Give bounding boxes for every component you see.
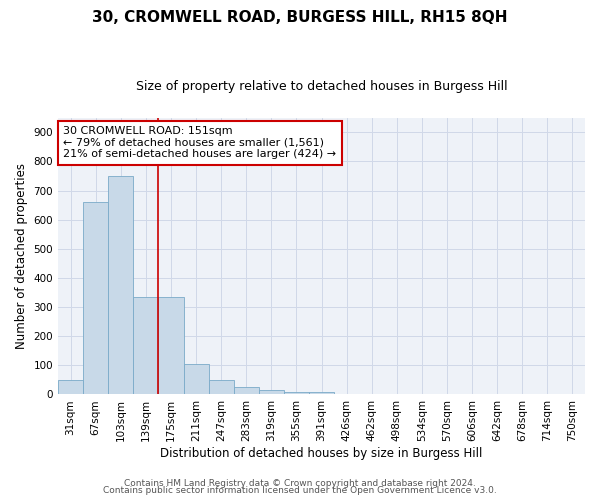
Text: Contains HM Land Registry data © Crown copyright and database right 2024.: Contains HM Land Registry data © Crown c… xyxy=(124,478,476,488)
Y-axis label: Number of detached properties: Number of detached properties xyxy=(15,163,28,349)
Text: 30 CROMWELL ROAD: 151sqm
← 79% of detached houses are smaller (1,561)
21% of sem: 30 CROMWELL ROAD: 151sqm ← 79% of detach… xyxy=(64,126,337,160)
Text: Contains public sector information licensed under the Open Government Licence v3: Contains public sector information licen… xyxy=(103,486,497,495)
Bar xyxy=(309,392,334,394)
Text: 30, CROMWELL ROAD, BURGESS HILL, RH15 8QH: 30, CROMWELL ROAD, BURGESS HILL, RH15 8Q… xyxy=(92,10,508,25)
Bar xyxy=(58,380,83,394)
X-axis label: Distribution of detached houses by size in Burgess Hill: Distribution of detached houses by size … xyxy=(160,447,483,460)
Bar xyxy=(209,380,233,394)
Bar xyxy=(108,176,133,394)
Title: Size of property relative to detached houses in Burgess Hill: Size of property relative to detached ho… xyxy=(136,80,508,93)
Bar xyxy=(259,390,284,394)
Bar xyxy=(233,387,259,394)
Bar xyxy=(158,297,184,394)
Bar xyxy=(284,392,309,394)
Bar xyxy=(83,202,108,394)
Bar xyxy=(133,297,158,394)
Bar xyxy=(184,364,209,394)
